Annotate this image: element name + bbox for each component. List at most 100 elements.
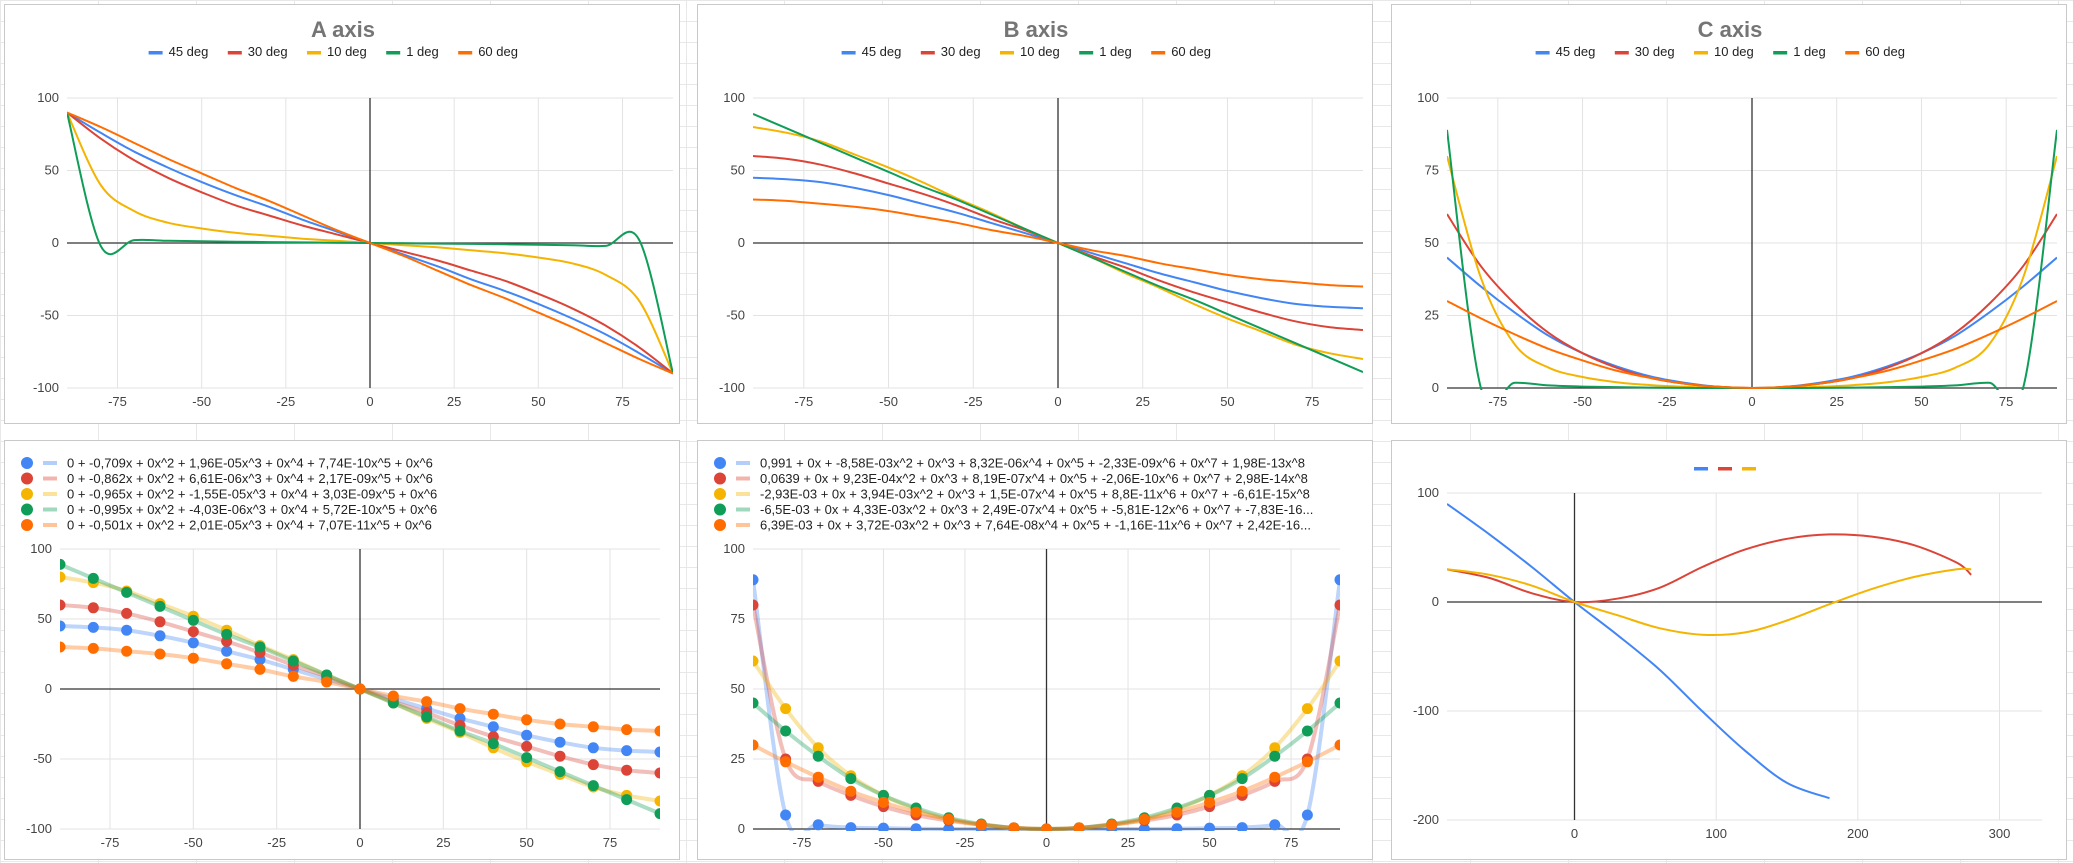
a-trend-data-point [587, 721, 599, 733]
a-trend-data-point [554, 750, 566, 762]
a-trend-data-point [321, 676, 333, 688]
b-legend-swatch [841, 51, 856, 55]
c-trend-data-point [1301, 756, 1313, 768]
a-trend-y-tick-label: -100 [26, 821, 52, 836]
c-trendline-chart: -75 -50 -25 0 25 50 75 100 75 50 25 0 0,991 + 0x + -… [714, 456, 1340, 850]
c-trend-data-point [1204, 822, 1216, 831]
c-trend-data-point [877, 822, 889, 831]
a-x-tick-label: 75 [615, 394, 629, 409]
a-x-tick-label: 0 [366, 394, 373, 409]
c-trend-y-tick-label: 100 [723, 541, 745, 556]
c-trend-data-point [845, 785, 857, 797]
c-trend-data-point [1269, 742, 1281, 754]
xy-y-tick-label: 100 [1417, 485, 1439, 500]
c-trend-data-point [1236, 822, 1248, 831]
b-legend-swatch [1079, 51, 1094, 55]
xy-series-line [1447, 503, 1830, 800]
a-trend-data-point [654, 746, 660, 758]
a-trend-data-point [521, 752, 533, 764]
a-trend-data-point [587, 742, 599, 754]
c-legend-label: 30 deg [1635, 44, 1675, 59]
a-trend-data-point [621, 764, 633, 776]
a-x-tick-label: -50 [192, 394, 211, 409]
a-axis-chart: -75 -50 -25 0 25 50 75 100 50 0 -50 -100 A axis 45 de… [33, 17, 673, 409]
a-trend-data-point [121, 645, 133, 657]
c-trend-legend-marker [714, 457, 726, 469]
a-trend-data-point [421, 711, 433, 723]
c-series-line [1447, 300, 2057, 390]
c-trend-legend-trend-swatch [736, 476, 750, 481]
a-y-tick-label: -100 [33, 380, 59, 395]
a-y-tick-label: 100 [37, 90, 59, 105]
c-trend-data-point [1171, 823, 1183, 831]
c-trend-x-tick-label: 25 [1121, 835, 1135, 850]
a-x-tick-label: 25 [447, 394, 461, 409]
xy-x-tick-label: 100 [1705, 826, 1727, 841]
a-trend-data-point [187, 626, 199, 638]
a-trend-data-point [154, 600, 166, 612]
chart-panel-c: -75 -50 -25 0 25 50 75 100 75 50 25 0 C axis 45 deg 30… [1391, 4, 2067, 424]
b-axis-chart: -75 -50 -25 0 25 50 75 100 50 0 -50 -100 B axis 45 de… [719, 17, 1363, 409]
c-trend-legend-trend-swatch [736, 507, 750, 512]
c-legend-swatch [1535, 51, 1550, 55]
c-legend-swatch [1773, 51, 1788, 55]
a-trend-legend-marker [21, 472, 33, 485]
a-trend-data-point [87, 642, 99, 654]
c-legend-swatch [1614, 51, 1629, 55]
c-y-tick-label: 0 [1432, 380, 1439, 395]
xy-y-tick-label: -200 [1413, 812, 1439, 827]
a-y-tick-label: -50 [40, 308, 59, 323]
a-trend-x-tick-label: -50 [184, 835, 203, 850]
a-trend-data-point [60, 620, 66, 632]
a-legend-label: 45 deg [169, 44, 209, 59]
a-trend-data-point [254, 663, 266, 675]
xy-y-tick-label: 0 [1432, 594, 1439, 609]
b-legend-label: 60 deg [1171, 44, 1211, 59]
xy-series-line [1447, 533, 1972, 604]
c-trend-data-point [812, 750, 824, 762]
a-trend-data-point [654, 808, 660, 820]
c-trend-data-point [845, 773, 857, 785]
a-trend-data-point [487, 721, 499, 733]
b-x-tick-label: 25 [1135, 394, 1149, 409]
c-trend-data-point [780, 756, 792, 768]
b-x-tick-label: 75 [1305, 394, 1319, 409]
c-trend-data-point [753, 574, 759, 586]
a-trend-data-point [221, 645, 233, 657]
chart-panel-c-trend: -75 -50 -25 0 25 50 75 100 75 50 25 0 0,991 + 0x + -… [697, 440, 1373, 860]
a-trend-data-point [187, 614, 199, 626]
a-trend-data-point [387, 690, 399, 702]
c-trend-data-point [812, 742, 824, 754]
a-trend-data-point [654, 795, 660, 807]
c-trend-x-tick-label: -50 [874, 835, 893, 850]
a-series-line [67, 111, 673, 375]
a-trend-data-point [187, 637, 199, 649]
a-trend-trendline-equation: 0 + -0,709x + 0x^2 + 1,96E-05x^3 + 0x^4 … [67, 456, 433, 471]
c-trend-x-tick-label: 75 [1284, 835, 1298, 850]
c-trend-data-point [1106, 819, 1118, 831]
xy-y-tick-label: -100 [1413, 703, 1439, 718]
c-trend-data-point [1301, 725, 1313, 737]
c-trend-data-point [1301, 703, 1313, 715]
a-trend-data-point [487, 708, 499, 720]
a-trend-data-point [187, 652, 199, 664]
c-x-tick-label: -25 [1658, 394, 1677, 409]
c-trend-legend-trend-swatch [736, 461, 750, 465]
a-trend-data-point [121, 624, 133, 636]
c-trend-data-point [780, 725, 792, 737]
c-trend-data-point [780, 809, 792, 821]
a-trend-data-point [87, 621, 99, 633]
b-legend-label: 45 deg [862, 44, 902, 59]
a-trend-data-point [521, 714, 533, 726]
a-trend-data-point [121, 586, 133, 598]
c-trend-y-tick-label: 50 [731, 681, 745, 696]
a-trend-data-point [154, 648, 166, 660]
a-trend-data-point [87, 602, 99, 614]
c-trend-x-tick-label: -25 [956, 835, 975, 850]
a-trend-x-tick-label: 25 [436, 835, 450, 850]
xy-legend-swatch [1718, 467, 1732, 471]
a-trend-x-tick-label: 50 [519, 835, 533, 850]
c-y-tick-label: 100 [1417, 90, 1439, 105]
b-y-tick-label: -100 [719, 380, 745, 395]
b-x-tick-label: -50 [879, 394, 898, 409]
